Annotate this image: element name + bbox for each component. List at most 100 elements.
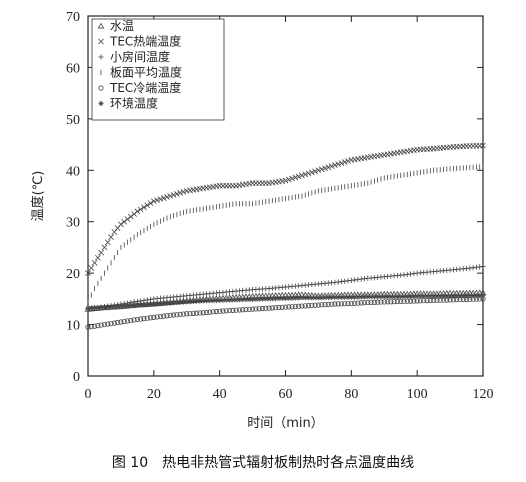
data-point-trail [424, 293, 430, 299]
data-point-trail [328, 301, 335, 307]
data-point-trail [207, 309, 213, 315]
data-point-trail [197, 298, 203, 304]
data-point-trail [121, 218, 128, 225]
data-point [134, 302, 140, 308]
data-point [118, 319, 124, 325]
data-point-trail [309, 302, 315, 309]
data-point-trail [246, 296, 252, 303]
data-point-trail [309, 295, 315, 301]
data-point-trail [147, 301, 154, 307]
data-point-trail [174, 299, 180, 306]
data-point-trail [144, 202, 151, 209]
data-point [480, 293, 486, 299]
data-point-trail [157, 313, 164, 320]
data-point-trail [269, 296, 275, 302]
data-point [167, 312, 173, 318]
series-2 [85, 142, 486, 277]
data-point-trail [325, 164, 332, 171]
x-tick-label: 40 [213, 387, 227, 402]
data-point-trail [269, 305, 275, 311]
data-point-trail [378, 294, 384, 300]
data-point-trail [352, 277, 358, 283]
data-point [282, 177, 289, 184]
data-point-trail [328, 294, 335, 301]
data-point-trail [345, 278, 351, 284]
data-point-trail [312, 302, 318, 308]
data-point-trail [240, 307, 246, 313]
data-point-trail [345, 158, 351, 164]
data-point-trail [157, 300, 164, 307]
data-point-trail [154, 301, 160, 307]
data-point-trail [111, 320, 117, 326]
data-point-trail [243, 296, 249, 303]
x-tick-label: 120 [473, 387, 494, 402]
data-point-trail [322, 165, 328, 172]
data-point-trail [391, 294, 397, 300]
data-point [463, 265, 470, 272]
data-point-trail [292, 295, 298, 301]
data-point-trail [384, 299, 391, 305]
data-point-trail [273, 296, 279, 302]
data-point-trail [305, 170, 312, 177]
data-point [233, 307, 239, 313]
legend-label: 水温 [110, 19, 134, 33]
data-point [167, 300, 173, 306]
data-point-trail [427, 293, 433, 299]
data-point-trail [88, 265, 95, 271]
data-point [249, 306, 256, 312]
data-point-trail [230, 307, 236, 313]
data-point-trail [253, 306, 259, 312]
legend-item: 小房间温度 [98, 49, 170, 64]
x-tick-label: 100 [407, 387, 428, 402]
data-point-trail [394, 294, 401, 300]
data-point-trail [98, 249, 105, 256]
data-point-trail [302, 295, 308, 301]
data-point-trail [194, 310, 200, 316]
data-point-trail [335, 279, 341, 285]
data-point [249, 296, 256, 302]
data-point-trail [144, 297, 150, 303]
data-point [150, 198, 157, 205]
data-point-trail [128, 317, 134, 324]
data-point-trail [131, 317, 137, 323]
data-point-trail [174, 312, 180, 318]
data-point [331, 162, 338, 169]
data-point-trail [308, 169, 315, 176]
plot-axes: 0 20 40 60 80 100 120 0 10 20 30 40 50 60 70 [66, 10, 494, 402]
data-point-trail [411, 293, 417, 299]
data-point-trail [138, 316, 144, 322]
legend-box [91, 18, 225, 121]
data-point-trail [342, 301, 348, 307]
y-tick-label: 40 [66, 164, 80, 179]
data-point-trail [138, 302, 144, 308]
data-point [200, 298, 206, 304]
data-point-trail [256, 296, 262, 302]
data-point [233, 297, 239, 303]
data-point-trail [328, 163, 335, 170]
data-point-trail [276, 295, 282, 302]
data-point [315, 302, 322, 308]
data-point-trail [312, 295, 318, 301]
data-point-trail [454, 293, 460, 299]
data-point-trail [355, 300, 361, 306]
data-point-trail [450, 293, 456, 299]
data-point-trail [338, 278, 345, 285]
data-point-trail [460, 293, 466, 299]
data-point [266, 305, 272, 311]
data-point-trail [154, 197, 161, 203]
data-point-trail [207, 298, 213, 304]
data-point-trail [124, 318, 131, 324]
data-point-trail [404, 271, 410, 277]
data-point-trail [177, 311, 183, 317]
data-point [134, 316, 140, 323]
data-point-trail [180, 299, 187, 305]
data-point-trail [296, 295, 302, 301]
legend-item: TEC冷端温度 [98, 80, 181, 95]
data-point [398, 272, 404, 278]
data-point-trail [322, 295, 328, 301]
data-point-trail [305, 303, 312, 309]
data-point-trail [361, 276, 368, 282]
data-point [118, 221, 124, 228]
x-tick-label: 20 [147, 387, 161, 402]
